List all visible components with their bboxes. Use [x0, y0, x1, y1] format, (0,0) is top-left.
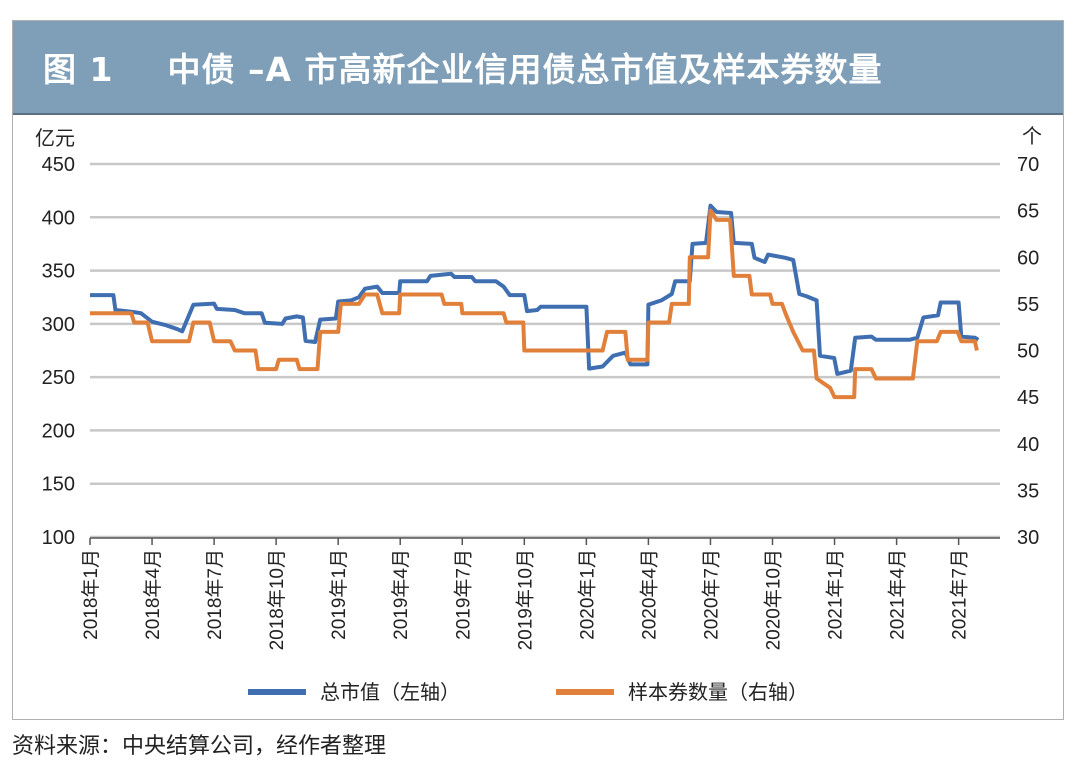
y-right-tick-label: 60: [1017, 247, 1039, 269]
x-tick-label: 2020年10月: [763, 549, 785, 650]
x-tick-label: 2019年7月: [452, 549, 474, 640]
y-right-tick-label: 30: [1017, 527, 1039, 549]
y-left-tick-label: 400: [42, 207, 75, 229]
header-separator: [13, 113, 1063, 115]
x-tick-label: 2018年7月: [204, 549, 226, 640]
y-left-tick-label: 200: [42, 420, 75, 442]
y-right-tick-label: 35: [1017, 480, 1039, 502]
x-tick-label: 2020年7月: [700, 549, 722, 640]
y-left-tick-label: 350: [42, 261, 75, 283]
y-left-tick-label: 450: [42, 154, 75, 176]
x-tick-label: 2018年10月: [266, 549, 288, 650]
x-tick-label: 2019年1月: [328, 549, 350, 640]
y-right-unit: 个: [1022, 125, 1042, 148]
source-note: 资料来源：中央结算公司，经作者整理: [12, 734, 387, 759]
x-tick-label: 2021年4月: [887, 549, 909, 640]
figure-frame: 图 1 中债 –A 市高新企业信用债总市值及样本券数量: [12, 20, 1064, 720]
figure-title-text: 中债 –A 市高新企业信用债总市值及样本券数量: [167, 50, 883, 89]
x-tick-label: 2020年4月: [638, 549, 660, 640]
line-chart: 100 150 200 250 300 350 400 450 30 35 40 45 50 55 60 65…: [35, 125, 1042, 704]
figure-title: 图 1 中债 –A 市高新企业信用债总市值及样本券数量: [43, 43, 882, 91]
y-left-unit: 亿元: [35, 127, 75, 150]
figure-header: 图 1 中债 –A 市高新企业信用债总市值及样本券数量: [13, 21, 1063, 113]
figure-label: 图 1: [43, 50, 114, 89]
legend-count-label: 样本券数量（右轴）: [628, 681, 808, 704]
series-count-line: [90, 208, 979, 400]
y-left-tick-label: 250: [42, 367, 75, 389]
y-left-tick-label: 300: [42, 314, 75, 336]
x-tick-label: 2019年10月: [514, 549, 536, 650]
y-right-tick-label: 65: [1017, 201, 1039, 223]
y-right-tick-label: 55: [1017, 294, 1039, 316]
x-tick-label: 2021年7月: [949, 549, 971, 640]
y-right-tick-label: 40: [1017, 434, 1039, 456]
x-tick-label: 2018年4月: [142, 549, 164, 640]
y-right-tick-label: 45: [1017, 387, 1039, 409]
x-tick-label: 2021年1月: [825, 549, 847, 640]
x-tick-label: 2019年4月: [390, 549, 412, 640]
x-tick-label: 2020年1月: [576, 549, 598, 640]
y-left-tick-label: 150: [42, 474, 75, 496]
y-left-tick-label: 100: [42, 527, 75, 549]
legend-market-value-label: 总市值（左轴）: [320, 681, 460, 704]
y-right-tick-label: 50: [1017, 341, 1039, 363]
x-tick-label: 2018年1月: [80, 549, 102, 640]
series-market-value-line: [90, 203, 980, 376]
y-right-tick-label: 70: [1017, 154, 1039, 176]
